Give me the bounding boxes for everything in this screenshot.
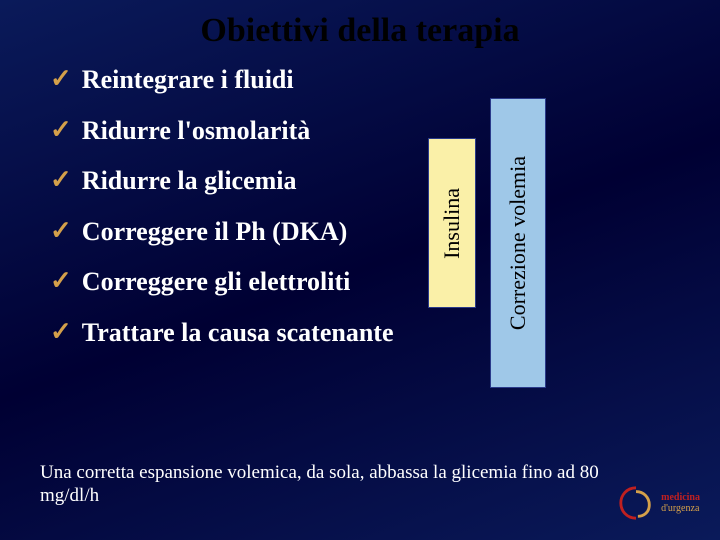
sidebox-correzione-label: Correzione volemia [505,156,531,330]
bullet-item: ✓ Reintegrare i fluidi [30,66,690,95]
bullet-item: ✓ Correggere il Ph (DKA) [30,218,690,247]
bullet-text: Correggere il Ph (DKA) [82,218,347,247]
bullet-text: Ridurre l'osmolarità [82,117,310,146]
bullet-item: ✓ Correggere gli elettroliti [30,268,690,297]
title-bar: Obiettivi della terapia [0,0,720,58]
bullet-text: Reintegrare i fluidi [82,66,294,95]
slide-title: Obiettivi della terapia [0,0,720,58]
check-icon: ✓ [50,218,72,244]
bullet-item: ✓ Trattare la causa scatenante [30,319,690,348]
bullet-item: ✓ Ridurre l'osmolarità [30,117,690,146]
check-icon: ✓ [50,319,72,345]
bullet-text: Ridurre la glicemia [82,167,297,196]
logo-line2: d'urgenza [661,503,700,514]
logo-text: medicina d'urgenza [661,492,700,514]
logo: medicina d'urgenza [617,484,700,522]
check-icon: ✓ [50,268,72,294]
logo-line1: medicina [661,492,700,503]
content-area: ✓ Reintegrare i fluidi ✓ Ridurre l'osmol… [0,58,720,478]
check-icon: ✓ [50,117,72,143]
check-icon: ✓ [50,66,72,92]
bullet-item: ✓ Ridurre la glicemia [30,167,690,196]
bullet-text: Correggere gli elettroliti [82,268,351,297]
logo-icon [617,484,655,522]
check-icon: ✓ [50,167,72,193]
sidebox-insulina-label: Insulina [439,188,465,259]
bullet-text: Trattare la causa scatenante [82,319,394,348]
sidebox-correzione: Correzione volemia [490,98,546,388]
footnote-text: Una corretta espansione volemica, da sol… [40,461,600,509]
sidebox-insulina: Insulina [428,138,476,308]
